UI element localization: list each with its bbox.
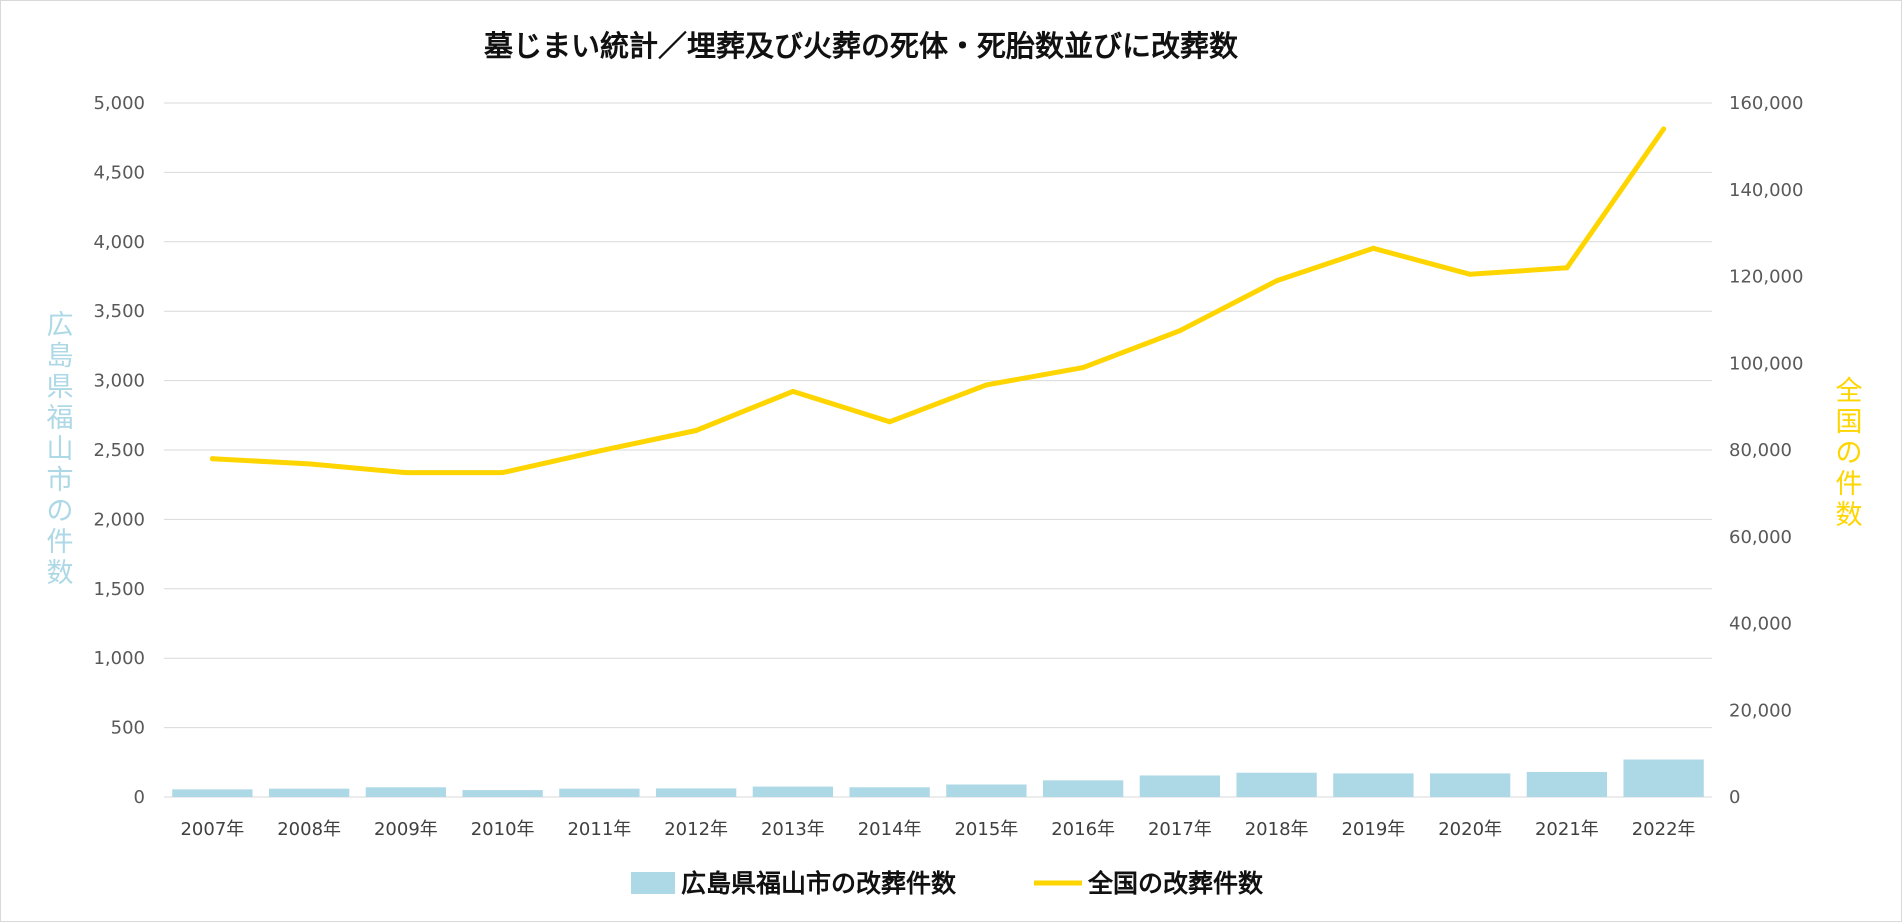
x-tick-label: 2008年 [277, 819, 341, 840]
right-axis-title-char: 全 [1836, 376, 1863, 407]
right-tick-label: 140,000 [1729, 180, 1803, 201]
line-point [1080, 365, 1086, 371]
x-tick-label: 2009年 [374, 819, 438, 840]
bar [1333, 773, 1414, 797]
bar [462, 790, 543, 797]
line-point [887, 419, 893, 425]
x-tick-label: 2014年 [858, 819, 922, 840]
x-tick-label: 2020年 [1438, 819, 1502, 840]
x-axis-ticks: 2007年 2008年 2009年 2010年 2011年 2012年 2013年 2014年… [180, 819, 1695, 840]
bar [1139, 775, 1221, 797]
bar [172, 789, 253, 797]
bar [268, 788, 350, 797]
left-axis-ticks: 0 500 1,000 1,500 2,000 2,500 3,000 3,500 4,000 4… [93, 93, 145, 808]
line-point [1274, 278, 1280, 284]
left-tick-label: 4,500 [93, 162, 145, 183]
right-axis-title-char: 数 [1836, 500, 1863, 531]
left-axis-title-char: 山 [47, 434, 74, 465]
bar [365, 787, 447, 797]
right-tick-label: 80,000 [1729, 440, 1792, 461]
left-tick-label: 4,000 [93, 232, 145, 253]
bar-series [172, 759, 1704, 797]
left-axis-title-char: 件 [47, 527, 74, 558]
right-tick-label: 120,000 [1729, 267, 1803, 288]
x-tick-label: 2018年 [1245, 819, 1309, 840]
x-tick-label: 2017年 [1148, 819, 1212, 840]
bar [1429, 773, 1511, 797]
x-tick-label: 2012年 [664, 819, 728, 840]
x-tick-label: 2022年 [1632, 819, 1696, 840]
left-axis-title-char: 島 [47, 341, 74, 372]
x-tick-label: 2010年 [471, 819, 535, 840]
line-point [693, 427, 699, 433]
x-tick-label: 2019年 [1341, 819, 1405, 840]
bar [1623, 759, 1704, 797]
line-point [596, 448, 602, 454]
right-tick-label: 40,000 [1729, 614, 1792, 635]
line-point [790, 388, 796, 394]
right-axis-title-char: 国 [1836, 407, 1863, 438]
right-axis-title-char: 件 [1836, 469, 1863, 500]
left-tick-label: 3,000 [93, 371, 145, 392]
bar [752, 786, 834, 797]
grid-lines [164, 102, 1712, 798]
x-tick-label: 2015年 [954, 819, 1018, 840]
x-tick-label: 2021年 [1535, 819, 1599, 840]
left-tick-label: 1,000 [93, 648, 145, 669]
legend-bar-label: 広島県福山市の改葬件数 [681, 869, 957, 898]
right-tick-label: 0 [1729, 787, 1740, 808]
line-point [1370, 245, 1376, 251]
left-tick-label: 5,000 [93, 93, 145, 114]
left-tick-label: 0 [134, 787, 145, 808]
bar [946, 784, 1027, 797]
right-tick-label: 20,000 [1729, 700, 1792, 721]
x-tick-label: 2007年 [180, 819, 244, 840]
chart-title: 墓じまい統計／埋葬及び火葬の死体・死胎数並びに改葬数 [483, 29, 1239, 63]
right-tick-label: 60,000 [1729, 527, 1792, 548]
line-point [1661, 126, 1667, 132]
right-axis-title-char: の [1836, 438, 1863, 469]
bar [559, 788, 640, 797]
left-tick-label: 500 [111, 718, 145, 739]
left-tick-label: 2,000 [93, 509, 145, 530]
left-axis-title-char: 広 [47, 310, 74, 341]
left-tick-label: 3,500 [93, 301, 145, 322]
bar [655, 788, 737, 797]
right-tick-label: 160,000 [1729, 93, 1803, 114]
x-tick-label: 2013年 [761, 819, 825, 840]
x-tick-label: 2011年 [567, 819, 631, 840]
left-tick-label: 1,500 [93, 579, 145, 600]
right-tick-label: 100,000 [1729, 353, 1803, 374]
x-tick-label: 2016年 [1051, 819, 1115, 840]
left-axis-title-char: 市 [47, 465, 74, 496]
line-point [1564, 265, 1570, 271]
line-point [983, 382, 989, 388]
left-axis-title-char: 福 [47, 403, 74, 434]
bar [1236, 772, 1317, 797]
line-point [500, 470, 506, 476]
bar [849, 787, 930, 797]
left-tick-label: 2,500 [93, 440, 145, 461]
line-path [209, 126, 1667, 476]
bar [1526, 772, 1608, 797]
bar [1042, 780, 1124, 797]
left-axis-title-char: の [47, 496, 74, 527]
line-point [306, 461, 312, 467]
right-axis-ticks: 0 20,000 40,000 60,000 80,000 100,000 120,000 1… [1729, 93, 1803, 808]
legend-bar-swatch [631, 872, 675, 894]
line-point [403, 470, 409, 476]
line-point [209, 456, 215, 462]
legend-line-label: 全国の改葬件数 [1087, 869, 1264, 898]
left-axis-title-char: 数 [47, 558, 74, 589]
left-axis-title-char: 県 [47, 372, 74, 403]
line-point [1467, 271, 1473, 277]
line-series [209, 126, 1667, 476]
line-point [1177, 328, 1183, 334]
legend: 広島県福山市の改葬件数 全国の改葬件数 [631, 869, 1264, 898]
